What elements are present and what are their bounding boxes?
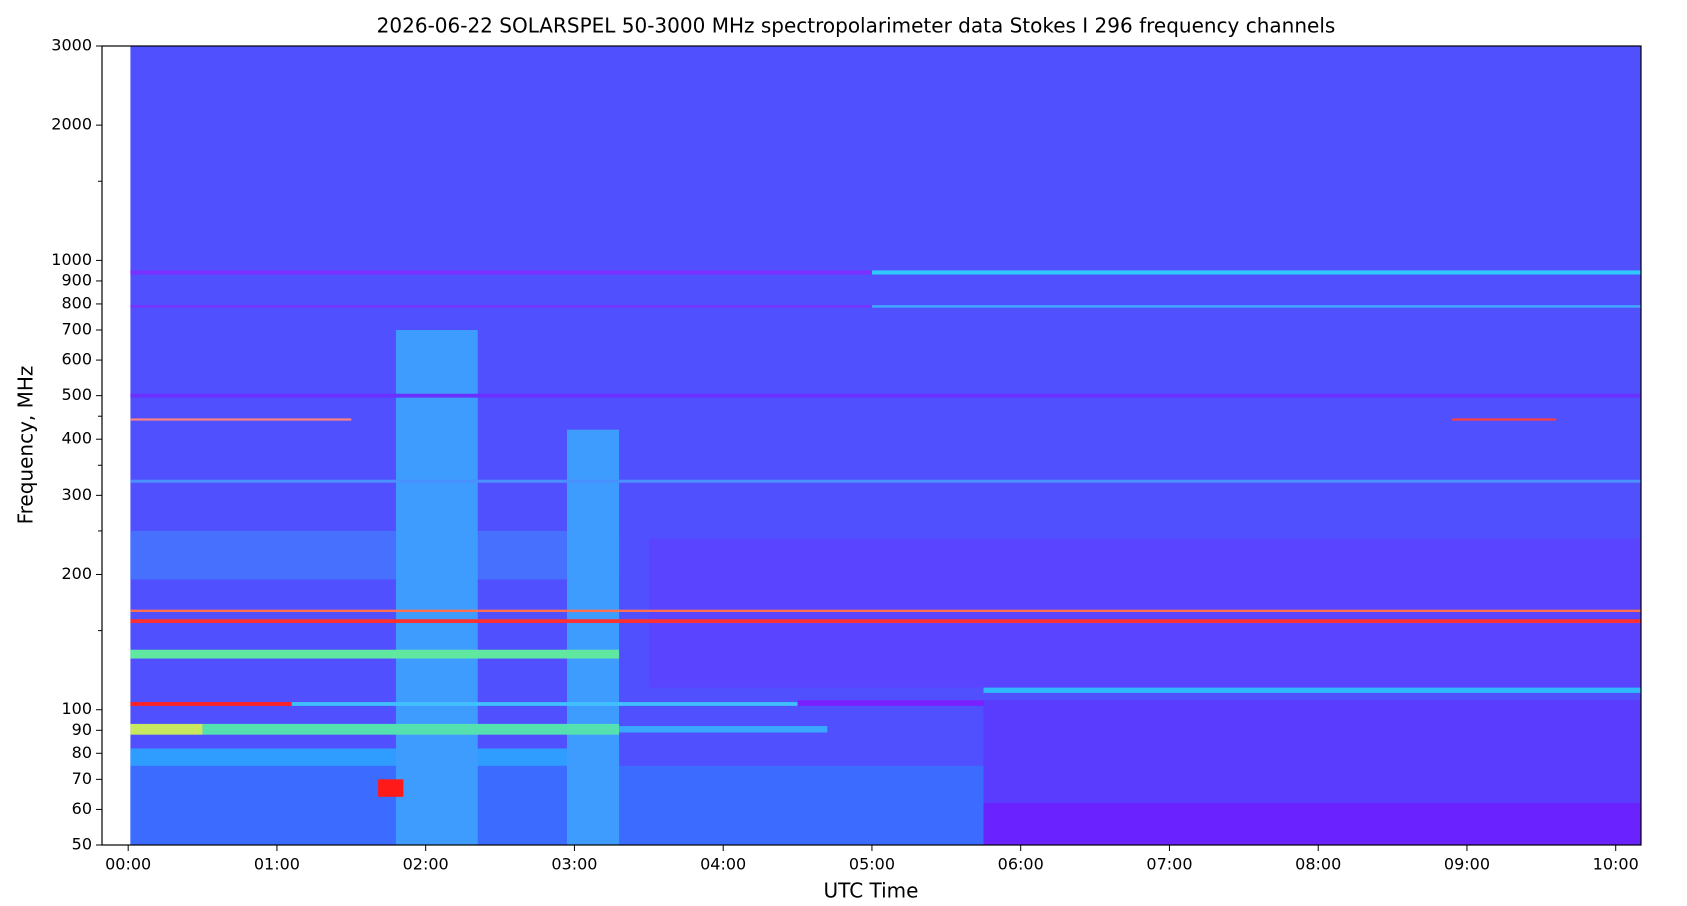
spectral-feature <box>983 687 1641 693</box>
spectral-feature <box>130 609 1641 613</box>
spectral-feature <box>130 723 203 735</box>
spectral-feature <box>130 530 620 580</box>
y-tick-label: 1000 <box>51 250 92 269</box>
spectral-feature <box>130 748 620 766</box>
y-tick-label: 500 <box>61 385 92 404</box>
spectral-feature <box>130 270 872 275</box>
spectral-feature <box>1452 418 1557 421</box>
spectral-feature <box>983 700 1641 804</box>
y-tick-label: 700 <box>61 319 92 338</box>
y-tick-label: 50 <box>72 835 92 854</box>
y-axis-label: Frequency, MHz <box>14 366 38 525</box>
spectral-feature <box>871 270 1641 275</box>
x-tick-label: 10:00 <box>1593 855 1639 874</box>
spectral-feature <box>130 649 620 659</box>
spectral-feature <box>797 700 984 706</box>
spectral-feature <box>130 479 1641 483</box>
chart-title: 2026-06-22 SOLARSPEL 50-3000 MHz spectro… <box>377 14 1336 38</box>
x-tick-label: 09:00 <box>1444 855 1490 874</box>
spectral-feature <box>983 803 1641 845</box>
x-tick-label: 00:00 <box>105 855 151 874</box>
y-tick-label: 400 <box>61 429 92 448</box>
y-tick-label: 80 <box>72 743 92 762</box>
spectral-feature <box>130 305 872 308</box>
spectral-feature <box>130 393 1641 398</box>
y-tick-label: 100 <box>61 699 92 718</box>
x-tick-label: 07:00 <box>1146 855 1192 874</box>
y-tick-label: 800 <box>61 293 92 312</box>
x-tick-label: 08:00 <box>1295 855 1341 874</box>
x-axis-label: UTC Time <box>824 879 919 903</box>
spectral-feature <box>130 765 984 845</box>
spectral-feature <box>378 779 404 797</box>
x-tick-label: 04:00 <box>700 855 746 874</box>
spectral-feature <box>291 702 798 706</box>
spectral-feature <box>130 619 1641 623</box>
y-tick-label: 300 <box>61 485 92 504</box>
x-tick-label: 02:00 <box>403 855 449 874</box>
y-tick-label: 3000 <box>51 36 92 55</box>
spectral-feature <box>567 429 620 845</box>
y-tick-label: 2000 <box>51 115 92 134</box>
spectral-feature <box>648 538 1641 688</box>
x-tick-label: 05:00 <box>849 855 895 874</box>
spectral-feature <box>395 329 478 846</box>
y-tick-label: 600 <box>61 350 92 369</box>
spectral-feature <box>130 702 292 706</box>
spectral-feature <box>619 726 828 733</box>
y-tick-label: 90 <box>72 720 92 739</box>
x-tick-label: 03:00 <box>551 855 597 874</box>
x-tick-label: 06:00 <box>998 855 1044 874</box>
spectral-feature <box>202 723 620 735</box>
spectral-feature <box>871 305 1641 308</box>
x-tick-label: 01:00 <box>254 855 300 874</box>
spectral-feature <box>130 418 352 421</box>
y-tick-label: 60 <box>72 799 92 818</box>
y-tick-label: 900 <box>61 270 92 289</box>
y-tick-label: 200 <box>61 564 92 583</box>
y-tick-label: 70 <box>72 769 92 788</box>
